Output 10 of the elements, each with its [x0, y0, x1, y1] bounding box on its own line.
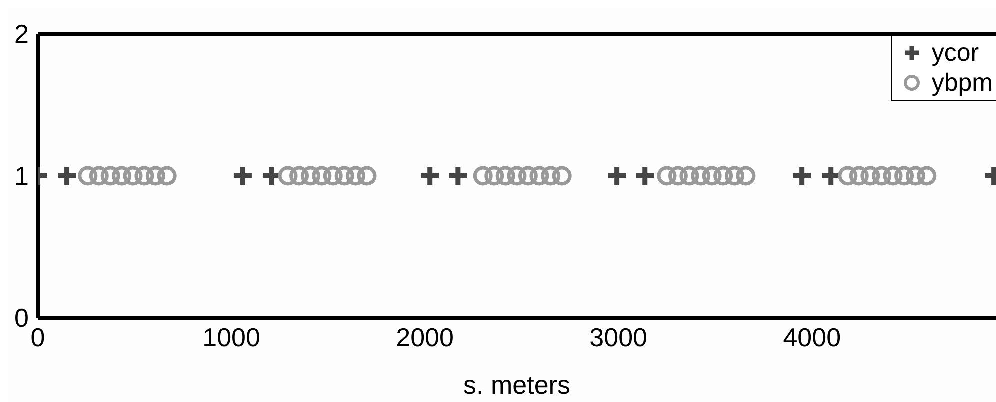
y-tick-label: 1: [14, 161, 29, 192]
y-tick-label: 0: [14, 303, 29, 334]
legend-label: ycor: [932, 38, 980, 68]
x-tick-label: 4000: [783, 322, 842, 352]
x-axis-title: s. meters: [464, 370, 570, 400]
x-tick-label: 3000: [590, 322, 648, 352]
x-tick-label: 1000: [202, 322, 260, 352]
y-tick-label: 2: [14, 19, 29, 50]
legend-label: ybpm: [932, 68, 993, 98]
x-tick-label: 2000: [396, 322, 454, 352]
